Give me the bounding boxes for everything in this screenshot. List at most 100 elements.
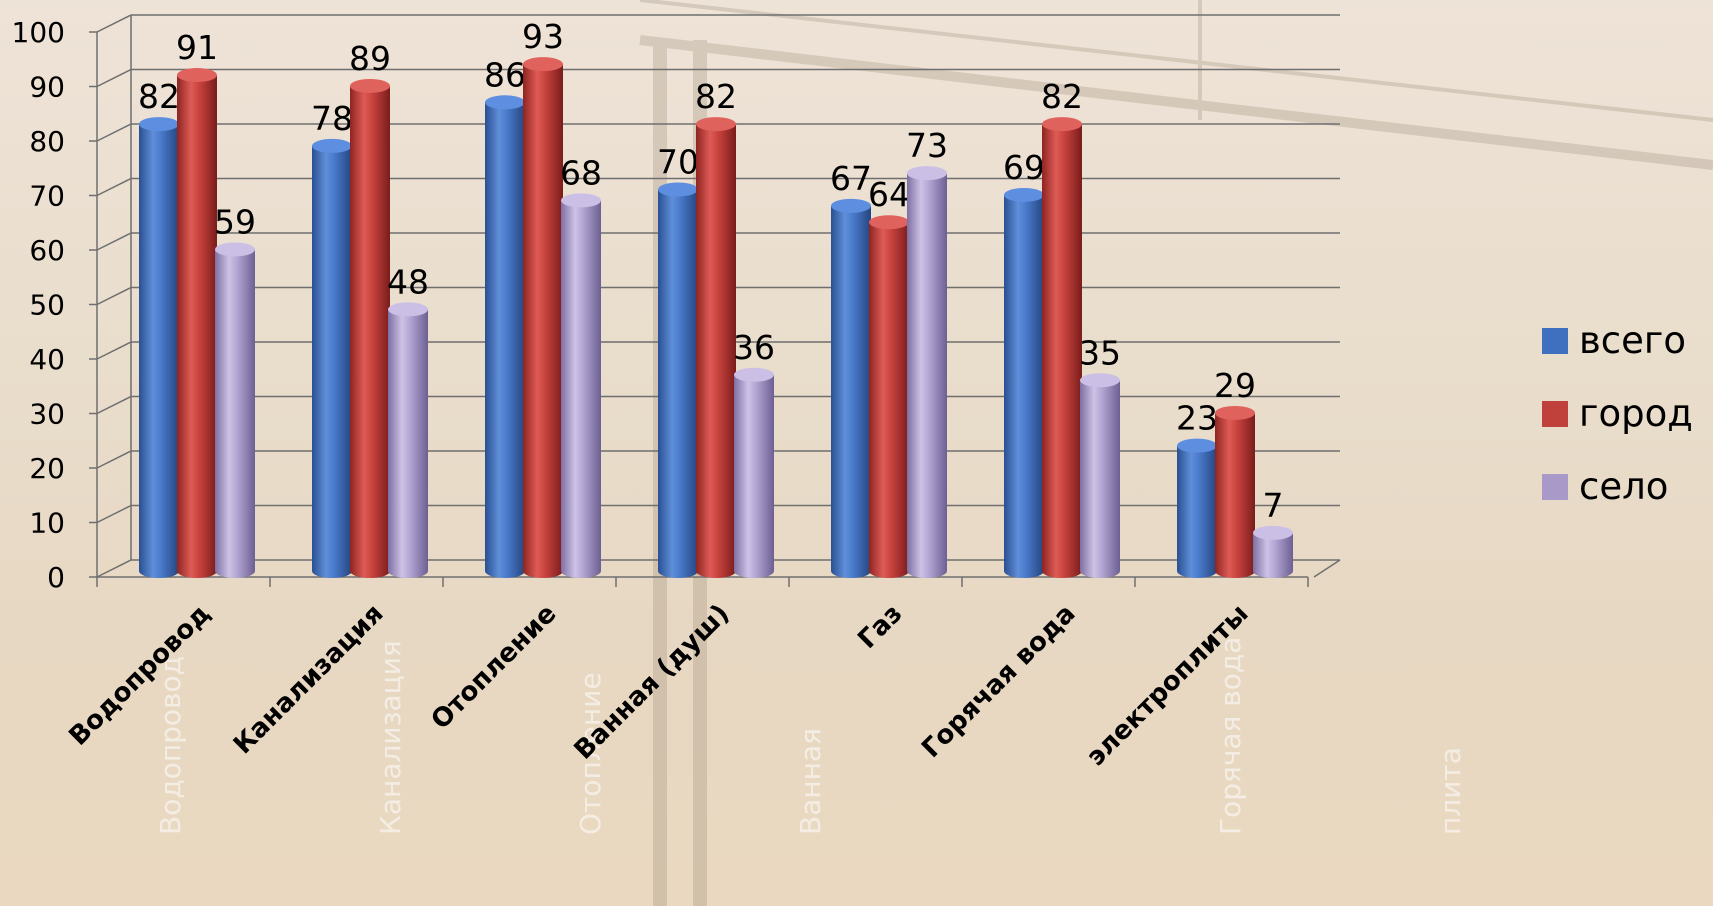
data-label: 78	[311, 99, 353, 138]
background-label: Водопровод	[154, 656, 187, 835]
bar-город-5	[1042, 117, 1082, 578]
y-tick-label: 30	[29, 398, 65, 431]
grid-diagonal	[96, 504, 132, 524]
bar-top	[561, 193, 601, 208]
bar-top	[831, 198, 871, 213]
data-label: 36	[733, 328, 775, 367]
bar-body	[907, 173, 947, 578]
grid-diagonal	[96, 286, 132, 306]
legend-label-0: всего	[1579, 319, 1686, 362]
bar-село-6	[1253, 525, 1293, 578]
y-tick-label: 60	[29, 234, 65, 267]
legend-swatch-1	[1542, 401, 1568, 427]
bar-город-3	[696, 117, 736, 578]
category-label: Водопровод	[64, 599, 217, 752]
grid-diagonal	[96, 14, 132, 33]
bar-body	[523, 64, 563, 578]
bar-город-0	[177, 68, 217, 579]
bar-top	[869, 215, 909, 230]
data-label: 82	[138, 77, 180, 116]
grid-diagonal	[96, 559, 132, 578]
data-label: 73	[906, 126, 948, 165]
y-tick-label: 80	[29, 125, 65, 158]
data-label: 7	[1263, 486, 1284, 525]
data-label: 89	[349, 39, 391, 78]
y-tick-label: 20	[29, 452, 65, 485]
y-tick-label: 10	[29, 507, 65, 540]
bar-top	[1004, 187, 1044, 202]
y-tick-label: 90	[29, 71, 65, 104]
bar-top	[177, 68, 217, 83]
bar-body	[177, 75, 217, 579]
data-label: 82	[1041, 77, 1083, 116]
bar-top	[523, 57, 563, 72]
background-label: плита	[1434, 747, 1467, 835]
data-label: 64	[868, 175, 910, 214]
legend: всего город село	[1542, 319, 1693, 508]
bar-top	[350, 78, 390, 93]
bar-body	[561, 200, 601, 578]
bar-город-2	[523, 57, 563, 578]
background-label: Горячая вода	[1214, 637, 1247, 835]
bar-body	[1004, 194, 1044, 578]
data-label: 68	[560, 153, 602, 192]
bar-body	[485, 102, 525, 579]
bar-body	[658, 189, 698, 578]
bar-село-3	[734, 367, 774, 578]
bar-body	[831, 205, 871, 578]
bar-село-4	[907, 166, 947, 578]
bar-всего-2	[485, 95, 525, 579]
bar-body	[350, 85, 390, 578]
bar-body	[1177, 445, 1217, 578]
data-label: 48	[387, 262, 429, 301]
grid-diagonal	[96, 395, 132, 415]
grid-diagonal	[96, 232, 132, 251]
bar-top	[907, 166, 947, 181]
bar-body	[388, 309, 428, 578]
bar-город-4	[869, 215, 909, 578]
bar-body	[215, 249, 255, 578]
legend-label-1: город	[1579, 392, 1693, 435]
y-tick-label: 70	[29, 180, 65, 213]
legend-swatch-2	[1542, 474, 1568, 500]
bar-село-5	[1080, 373, 1120, 578]
data-label: 29	[1214, 366, 1256, 405]
grid-diagonal	[96, 123, 132, 142]
bar-body	[139, 124, 179, 578]
bar-всего-0	[139, 117, 179, 578]
data-label: 23	[1176, 399, 1218, 438]
bar-body	[1253, 532, 1293, 578]
y-tick-label: 50	[29, 289, 65, 322]
bar-top	[1042, 117, 1082, 132]
grid-diagonal	[96, 341, 132, 360]
bar-top	[312, 138, 352, 153]
data-label: 91	[176, 28, 218, 67]
bar-всего-3	[658, 182, 698, 578]
bar-body	[312, 145, 352, 578]
background-label: Ванная	[794, 728, 827, 835]
bar-село-2	[561, 193, 601, 578]
bar-top	[696, 117, 736, 132]
bar-top	[485, 95, 525, 110]
bar-всего-6	[1177, 438, 1217, 578]
bar-город-1	[350, 78, 390, 578]
bar-всего-1	[312, 138, 352, 578]
bar-top	[734, 367, 774, 382]
bar-top	[139, 117, 179, 132]
bar-body	[1215, 412, 1255, 578]
bar-body	[696, 124, 736, 578]
bar-body	[869, 222, 909, 578]
bar-top	[1253, 525, 1293, 540]
data-label: 70	[657, 143, 699, 182]
grid-diagonal	[96, 177, 132, 197]
bar-top	[1215, 405, 1255, 420]
y-tick-label: 40	[29, 343, 65, 376]
bar-top	[658, 182, 698, 197]
grid-diagonal	[96, 68, 132, 88]
category-label: Горячая вода	[916, 599, 1081, 764]
bar-село-0	[215, 242, 255, 578]
bar-top	[1080, 373, 1120, 388]
data-label: 82	[695, 77, 737, 116]
bar-top	[215, 242, 255, 257]
